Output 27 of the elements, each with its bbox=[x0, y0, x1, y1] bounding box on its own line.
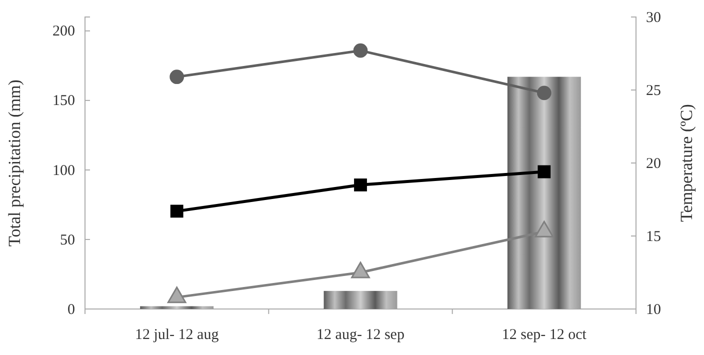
y-tick-label: 50 bbox=[60, 232, 75, 248]
y2-tick-label: 20 bbox=[646, 156, 661, 172]
x-tick-label: 12 sep- 12 oct bbox=[502, 327, 588, 343]
y2-tick-label: 30 bbox=[646, 10, 661, 26]
y2-tick-label: 10 bbox=[646, 302, 661, 318]
y-tick-label: 0 bbox=[68, 302, 75, 318]
y-tick-label: 150 bbox=[52, 93, 75, 110]
bar bbox=[140, 306, 214, 309]
bar bbox=[324, 290, 398, 309]
y-axis-title: Total precipitation (mm) bbox=[5, 80, 24, 246]
point bbox=[536, 86, 552, 100]
y-tick-label: 100 bbox=[52, 162, 75, 179]
point bbox=[538, 165, 551, 178]
x-tick-label: 12 jul- 12 aug bbox=[134, 327, 220, 343]
point bbox=[534, 220, 554, 238]
y2-axis-title: Temperature (ºC) bbox=[677, 104, 696, 222]
y2-tick-label: 15 bbox=[646, 228, 661, 245]
x-tick-label: 12 aug- 12 sep bbox=[316, 327, 404, 343]
point bbox=[170, 204, 184, 218]
y-tick-label: 200 bbox=[52, 24, 75, 40]
point bbox=[167, 286, 186, 304]
point bbox=[354, 178, 367, 192]
point bbox=[353, 43, 368, 58]
bar bbox=[507, 76, 581, 309]
y2-tick-label: 25 bbox=[646, 82, 661, 99]
point bbox=[351, 262, 370, 278]
point bbox=[170, 70, 184, 84]
